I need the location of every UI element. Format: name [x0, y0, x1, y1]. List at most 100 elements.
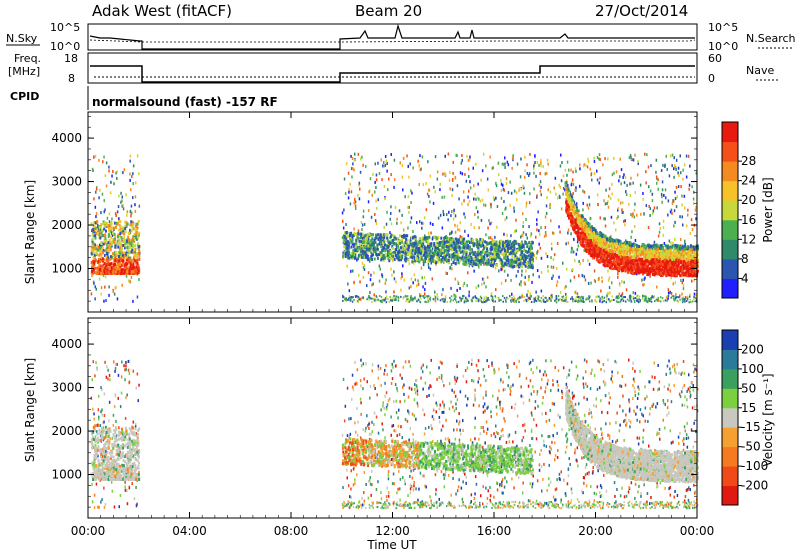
range-cell — [458, 248, 461, 252]
range-cell — [116, 258, 119, 262]
range-cell — [357, 301, 359, 304]
range-cell — [131, 225, 134, 229]
range-cell — [653, 206, 656, 210]
range-cell — [107, 256, 110, 260]
range-cell — [120, 236, 123, 239]
range-cell — [477, 263, 480, 267]
range-cell — [529, 292, 531, 296]
range-cell — [120, 258, 123, 262]
range-cell — [637, 265, 640, 269]
range-cell — [428, 251, 431, 255]
range-cell — [437, 258, 440, 262]
range-cell — [426, 254, 429, 258]
range-cell — [419, 154, 421, 158]
range-cell — [479, 199, 482, 203]
range-cell — [386, 233, 389, 237]
range-cell — [545, 296, 547, 299]
range-cell — [529, 243, 532, 247]
range-cell — [387, 252, 390, 255]
range-cell — [371, 193, 373, 197]
range-cell — [416, 300, 418, 303]
range-cell — [620, 168, 623, 172]
range-cell — [527, 265, 530, 269]
freq-right-tick-bottom: 0 — [708, 72, 715, 85]
range-cell — [436, 256, 439, 260]
range-cell — [368, 247, 371, 251]
range-cell — [555, 300, 557, 302]
range-cell — [477, 299, 480, 302]
freq-panel-frame — [87, 52, 698, 84]
range-cell — [540, 193, 542, 197]
range-cell — [633, 225, 636, 228]
range-cell — [365, 247, 368, 251]
range-cell — [478, 265, 480, 269]
range-cell — [587, 247, 590, 251]
range-cell — [405, 257, 408, 261]
range-cell — [424, 251, 426, 255]
range-cell — [443, 236, 446, 240]
range-cell — [389, 252, 392, 255]
range-cell — [441, 293, 443, 297]
range-cell — [660, 169, 663, 172]
range-cell — [384, 249, 387, 253]
cpid-label: CPID — [10, 90, 39, 103]
range-cell — [365, 255, 368, 259]
range-cell — [648, 185, 650, 189]
range-cell — [617, 272, 619, 276]
range-cell — [502, 183, 504, 187]
range-cell — [651, 192, 654, 196]
range-cell — [379, 299, 382, 302]
range-cell — [440, 259, 443, 263]
range-cell — [601, 298, 603, 301]
sky-left-label: N.Sky — [6, 32, 38, 45]
range-cell — [452, 178, 454, 181]
range-cell — [460, 299, 462, 302]
range-cell — [478, 240, 481, 244]
range-cell — [623, 181, 626, 185]
range-cell — [430, 231, 432, 235]
range-cell — [451, 248, 454, 252]
range-cell — [108, 239, 111, 242]
range-cell — [611, 281, 613, 285]
range-cell — [103, 271, 106, 275]
range-cell — [371, 233, 374, 237]
freq-right-tick-top: 60 — [708, 52, 722, 65]
range-cell — [511, 253, 514, 257]
range-cell — [426, 236, 429, 240]
range-cell — [422, 183, 425, 187]
range-cell — [475, 243, 478, 246]
range-cell — [467, 195, 469, 199]
range-cell — [131, 220, 134, 224]
range-cell — [137, 242, 140, 246]
range-cell — [495, 253, 498, 257]
range-cell — [362, 163, 364, 167]
range-cell — [671, 295, 674, 298]
range-cell — [455, 299, 457, 302]
range-cell — [453, 256, 456, 260]
range-cell — [519, 255, 522, 259]
range-cell — [478, 197, 480, 201]
range-cell — [528, 258, 531, 262]
range-cell — [625, 288, 628, 292]
range-cell — [474, 296, 477, 299]
range-cell — [446, 251, 449, 255]
range-cell — [400, 258, 403, 262]
range-cell — [681, 292, 683, 296]
range-cell — [489, 222, 491, 226]
range-cell — [679, 298, 681, 301]
range-cell — [375, 178, 378, 182]
range-cell — [351, 167, 353, 171]
range-cell — [419, 301, 421, 304]
range-cell — [483, 257, 486, 261]
range-cell — [124, 230, 127, 234]
range-cell — [373, 238, 376, 242]
range-cell — [599, 299, 601, 303]
range-cell — [404, 195, 406, 199]
range-cell — [661, 297, 664, 300]
range-cell — [579, 167, 581, 171]
range-cell — [484, 245, 487, 249]
range-cell — [112, 170, 114, 173]
range-cell — [544, 296, 546, 299]
range-cell — [462, 240, 464, 244]
range-cell — [522, 212, 524, 216]
